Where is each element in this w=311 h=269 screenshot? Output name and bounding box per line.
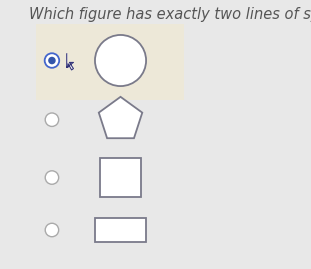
Circle shape (45, 223, 59, 237)
Polygon shape (67, 54, 73, 70)
Circle shape (45, 171, 59, 184)
Bar (100, 158, 142, 197)
Circle shape (45, 53, 59, 68)
FancyBboxPatch shape (36, 24, 184, 100)
Bar (95, 218, 146, 242)
Polygon shape (99, 97, 142, 138)
Text: Which figure has exactly two lines of symmetry?: Which figure has exactly two lines of sy… (29, 7, 311, 22)
Circle shape (95, 35, 146, 86)
Circle shape (48, 57, 56, 64)
Circle shape (45, 113, 59, 126)
